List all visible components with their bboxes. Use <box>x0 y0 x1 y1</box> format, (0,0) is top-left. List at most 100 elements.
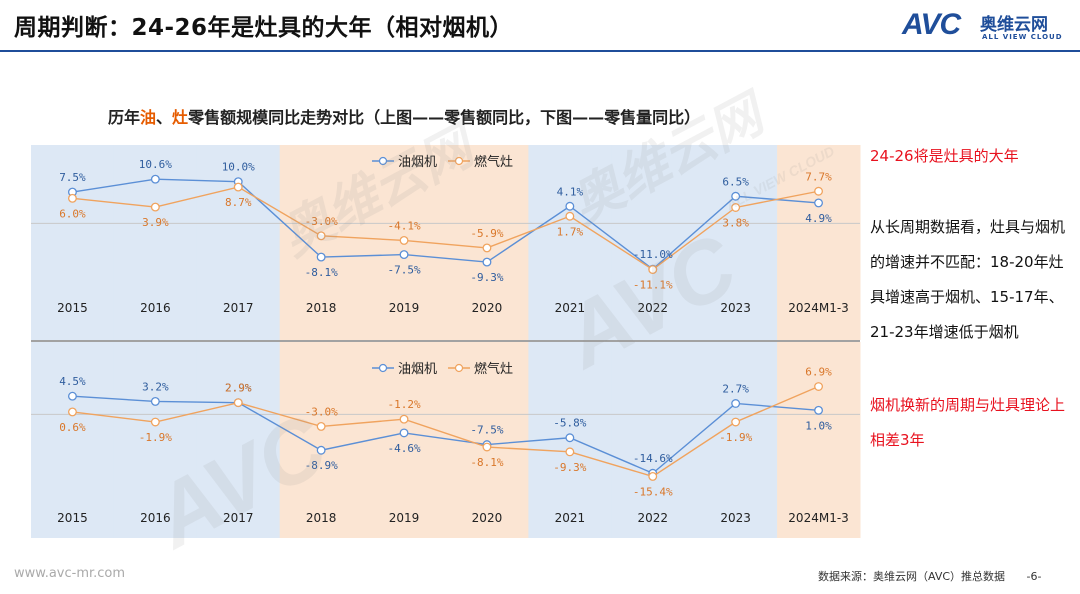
page-title: 周期判断：24-26年是灶具的大年（相对烟机） <box>14 15 514 41</box>
x-tick-label: 2015 <box>57 511 88 525</box>
data-label-stove: -15.4% <box>633 485 673 498</box>
data-point-hood <box>731 399 741 408</box>
data-label-hood: 2.9% <box>225 382 252 395</box>
data-label-hood: -8.9% <box>305 459 338 472</box>
category-band <box>279 342 364 538</box>
data-point-stove <box>565 447 575 457</box>
data-point-stove <box>67 193 77 203</box>
x-tick-label: 2017 <box>223 301 254 315</box>
data-label-stove: 1.7% <box>557 225 584 238</box>
data-label-stove: -4.1% <box>387 219 420 232</box>
category-band <box>279 145 364 340</box>
category-band <box>31 145 115 340</box>
footer-source: 数据来源：奥维云网（AVC）推总数据 -6- <box>818 568 1041 584</box>
logo-chinese-name: 奥维云网 <box>980 15 1048 35</box>
data-label-stove: -1.9% <box>139 431 172 444</box>
chart-panel-2: 4.5% 3.2% 2.9% -8.9% -4.6% -7.5% -5.8% -14.6% 2.… <box>31 342 861 538</box>
category-band <box>777 342 861 538</box>
data-point-hood <box>150 397 160 406</box>
data-point-stove <box>399 235 409 245</box>
data-label-hood: 10.6% <box>139 158 172 171</box>
legend-stove-label: 燃气灶 <box>474 361 513 377</box>
data-point-stove <box>482 442 492 452</box>
data-label-stove: 6.0% <box>59 207 86 220</box>
subtitle-rest: 零售额规模同比走势对比（上图——零售额同比，下图——零售量同比） <box>188 108 701 127</box>
data-point-stove <box>316 231 326 241</box>
data-label-hood: -11.0% <box>633 248 673 261</box>
category-band <box>31 342 115 538</box>
data-point-stove <box>233 182 243 192</box>
chart-panel-1: 7.5% 10.6% 10.0% -8.1% -7.5% -9.3% 4.1% -11.0% 6… <box>31 145 861 340</box>
data-point-stove <box>482 243 492 253</box>
series-line-stove <box>72 186 819 271</box>
x-tick-label: 2020 <box>472 511 503 525</box>
x-tick-label: 2018 <box>306 301 337 315</box>
legend-hood-marker <box>378 156 388 166</box>
page-number: -6- <box>1026 570 1042 583</box>
data-point-hood <box>565 433 575 443</box>
data-label-hood: 4.5% <box>59 375 86 388</box>
legend-hood-label: 油烟机 <box>398 155 437 170</box>
data-point-hood <box>399 250 409 260</box>
avc-logo: AVC 奥维云网 ALL VIEW CLOUD <box>902 6 1072 46</box>
x-tick-label: 2016 <box>140 511 171 525</box>
data-point-hood <box>316 445 326 455</box>
data-label-stove: 2.9% <box>225 382 252 395</box>
insight-conclusion: 烟机换新的周期与灶具理论上相差3年 <box>870 396 1066 449</box>
category-band <box>694 145 778 340</box>
data-point-stove <box>399 414 409 424</box>
legend-hood-marker <box>378 363 388 373</box>
data-label-stove: -1.2% <box>387 398 420 411</box>
category-band <box>777 145 861 340</box>
data-point-hood <box>565 201 575 211</box>
data-point-stove <box>316 422 326 431</box>
logo-english-name: ALL VIEW CLOUD <box>982 33 1063 41</box>
x-tick-label: 2023 <box>720 511 751 525</box>
category-band <box>362 342 446 538</box>
data-label-hood: 1.0% <box>805 419 832 432</box>
data-label-hood: 4.1% <box>557 185 584 198</box>
data-label-hood: 10.0% <box>222 161 255 174</box>
data-point-hood <box>814 405 823 415</box>
series-line-stove <box>72 385 819 478</box>
x-tick-label: 2017 <box>223 511 254 525</box>
data-point-stove <box>565 211 575 221</box>
data-point-hood <box>150 174 160 184</box>
data-label-stove: 6.9% <box>805 366 832 379</box>
insight-headline: 24-26将是灶具的大年 <box>870 147 1019 165</box>
subtitle-sep: 、 <box>156 108 173 127</box>
data-label-stove: -3.0% <box>305 405 338 418</box>
series-line-hood <box>72 395 819 475</box>
legend-hood-label: 油烟机 <box>398 362 437 377</box>
data-label-hood: -9.3% <box>470 271 503 284</box>
data-point-stove <box>731 203 741 212</box>
data-label-stove: -8.1% <box>470 456 503 469</box>
x-tick-label: 2020 <box>472 301 503 315</box>
data-label-hood: 3.2% <box>142 380 169 393</box>
data-label-hood: 7.5% <box>59 171 86 184</box>
data-label-stove: 0.6% <box>59 421 86 434</box>
data-label-hood: -8.1% <box>305 266 338 279</box>
series-line-hood <box>72 178 819 271</box>
data-point-hood <box>814 198 823 208</box>
data-point-hood <box>399 428 409 438</box>
data-label-stove: -9.3% <box>553 461 586 474</box>
legend-stove-label: 燃气灶 <box>474 154 513 170</box>
data-label-hood: -5.8% <box>553 417 586 430</box>
data-label-hood: -4.6% <box>387 442 420 455</box>
subtitle-oil: 油 <box>140 108 157 127</box>
category-band <box>611 145 695 340</box>
data-label-hood: -14.6% <box>633 452 673 465</box>
category-band <box>528 145 612 340</box>
category-band <box>611 342 695 538</box>
data-label-stove: 3.8% <box>722 217 749 230</box>
insight-panel: 24-26将是灶具的大年 从长周期数据看，灶具与烟机的增速并不匹配：18-20年… <box>870 145 1070 458</box>
data-label-hood: -7.5% <box>387 264 420 277</box>
x-tick-label: 2021 <box>555 301 586 315</box>
x-tick-label: 2015 <box>57 301 88 315</box>
x-tick-label: 2024M1-3 <box>788 511 849 525</box>
data-point-stove <box>150 417 160 427</box>
insight-body: 从长周期数据看，灶具与烟机的增速并不匹配：18-20年灶具增速高于烟机、15-1… <box>870 218 1066 341</box>
data-point-hood <box>316 252 326 262</box>
